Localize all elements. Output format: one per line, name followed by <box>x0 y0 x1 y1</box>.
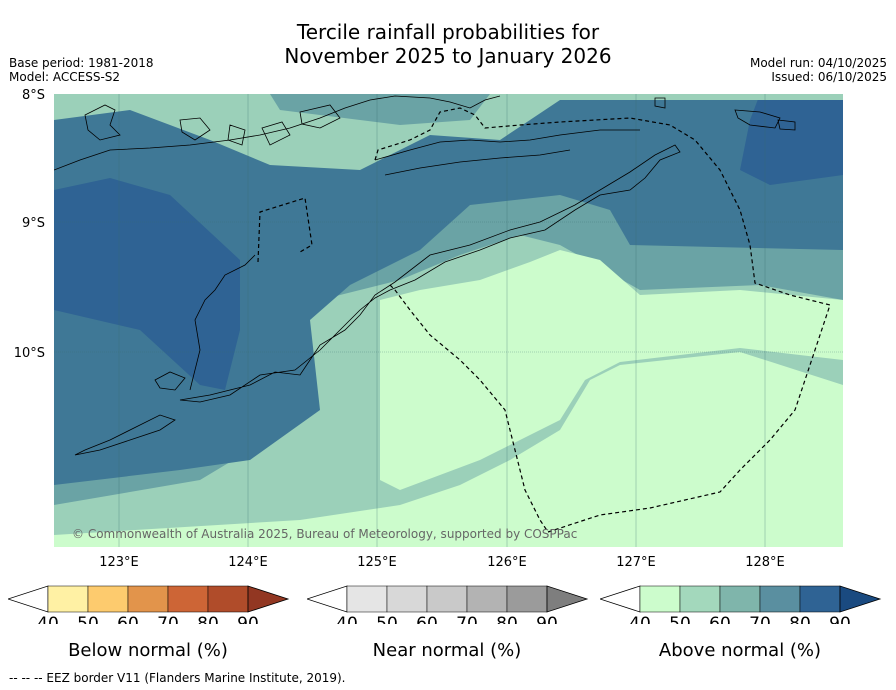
below-swatch-40 <box>47 585 89 613</box>
title-line-1: Tercile rainfall probabilities for <box>296 20 600 44</box>
colorbar-above: 40 50 60 70 80 90 <box>600 585 882 624</box>
coastline-island-small <box>154 371 186 391</box>
coastline-island-ne3 <box>777 119 796 131</box>
below-tick-80: 80 <box>197 614 219 624</box>
above-swatch-60 <box>719 585 761 613</box>
gridlines <box>54 94 843 547</box>
coastline-wetar <box>384 149 571 176</box>
legend-label-below: Below normal (%) <box>68 640 228 661</box>
probability-field <box>54 94 843 547</box>
near-tick-90: 90 <box>536 614 558 624</box>
lon-label-128e: 128°E <box>745 555 785 570</box>
coastline-island-ne2 <box>654 97 666 109</box>
above-tick-40: 40 <box>629 614 651 624</box>
band-70-80 <box>54 94 843 485</box>
legend-label-near: Near normal (%) <box>372 640 522 661</box>
near-swatch-60 <box>426 585 468 613</box>
above-tick-70: 70 <box>749 614 771 624</box>
below-extend-low <box>8 585 49 613</box>
legend-label-above: Above normal (%) <box>658 640 822 661</box>
below-tick-70: 70 <box>157 614 179 624</box>
copyright-text: © Commonwealth of Australia 2025, Bureau… <box>72 527 577 541</box>
meta-left: Base period: 1981-2018 Model: ACCESS-S2 <box>9 56 154 84</box>
title-line-2: November 2025 to January 2026 <box>284 44 612 68</box>
near-extend-low <box>307 585 348 613</box>
eez-border-line <box>374 107 831 533</box>
lon-label-126e: 126°E <box>487 555 527 570</box>
above-swatch-80 <box>799 585 841 613</box>
above-swatch-40 <box>639 585 681 613</box>
band-40-50-inner <box>380 250 843 490</box>
near-swatch-40 <box>346 585 388 613</box>
band-40-50 <box>54 352 843 547</box>
coastline-island-ne <box>734 109 781 129</box>
below-tick-40: 40 <box>37 614 59 624</box>
below-swatch-70 <box>167 585 209 613</box>
below-extend-high <box>247 585 290 613</box>
coastline-alor <box>374 129 640 161</box>
lon-label-125e: 125°E <box>357 555 397 570</box>
lat-label-10s: 10°S <box>14 346 45 361</box>
lon-label-123e: 123°E <box>99 555 139 570</box>
band-80-90 <box>54 178 240 390</box>
near-swatch-70 <box>466 585 508 613</box>
below-tick-90: 90 <box>237 614 259 624</box>
coastline-timor-south <box>189 254 256 391</box>
band-80-90-ne <box>740 94 843 185</box>
near-tick-50: 50 <box>376 614 398 624</box>
near-tick-80: 80 <box>496 614 518 624</box>
lat-labels: 8°S 9°S 10°S <box>14 88 45 361</box>
coastline-nw-islands <box>84 104 341 146</box>
above-tick-60: 60 <box>709 614 731 624</box>
near-extend-high <box>546 585 589 613</box>
near-swatch-80 <box>506 585 548 613</box>
model-name: Model: ACCESS-S2 <box>9 70 121 84</box>
eez-border <box>257 107 831 533</box>
coastline-rote-sawu <box>74 414 176 456</box>
model-run: Model run: 04/10/2025 <box>749 56 887 70</box>
lon-label-124e: 124°E <box>228 555 268 570</box>
above-swatch-70 <box>759 585 801 613</box>
lon-labels: 123°E 124°E 125°E 126°E 127°E 128°E <box>99 555 785 570</box>
near-tick-70: 70 <box>456 614 478 624</box>
coastline-timor <box>179 144 681 403</box>
lat-label-8s: 8°S <box>22 88 45 103</box>
below-swatch-50 <box>87 585 129 613</box>
meta-right: Model run: 04/10/2025 Issued: 06/10/2025 <box>750 56 887 84</box>
near-tick-60: 60 <box>416 614 438 624</box>
above-tick-50: 50 <box>669 614 691 624</box>
coastline-flores <box>54 95 501 171</box>
lon-label-127e: 127°E <box>616 555 656 570</box>
band-70-80-top <box>54 94 843 125</box>
below-tick-60: 60 <box>117 614 139 624</box>
colorbar-near: 40 50 60 70 80 90 <box>307 585 589 624</box>
issued-date: Issued: 06/10/2025 <box>771 70 887 84</box>
coastlines <box>54 95 796 456</box>
base-period: Base period: 1981-2018 <box>9 56 154 70</box>
colorbar-below: 40 50 60 70 80 90 <box>8 585 290 624</box>
above-tick-90: 90 <box>829 614 851 624</box>
chart-title: Tercile rainfall probabilities for Novem… <box>0 20 896 68</box>
above-tick-80: 80 <box>789 614 811 624</box>
near-tick-40: 40 <box>336 614 358 624</box>
below-swatch-60 <box>127 585 169 613</box>
below-swatch-80 <box>207 585 249 613</box>
above-extend-low <box>600 585 641 613</box>
above-swatch-50 <box>679 585 721 613</box>
below-tick-50: 50 <box>77 614 99 624</box>
above-extend-high <box>839 585 882 613</box>
lat-label-9s: 9°S <box>22 216 45 231</box>
eez-footnote: -- -- -- EEZ border V11 (Flanders Marine… <box>9 671 346 685</box>
band-light-nw <box>54 94 843 170</box>
near-swatch-50 <box>386 585 428 613</box>
eez-border-oecusse <box>257 197 313 263</box>
